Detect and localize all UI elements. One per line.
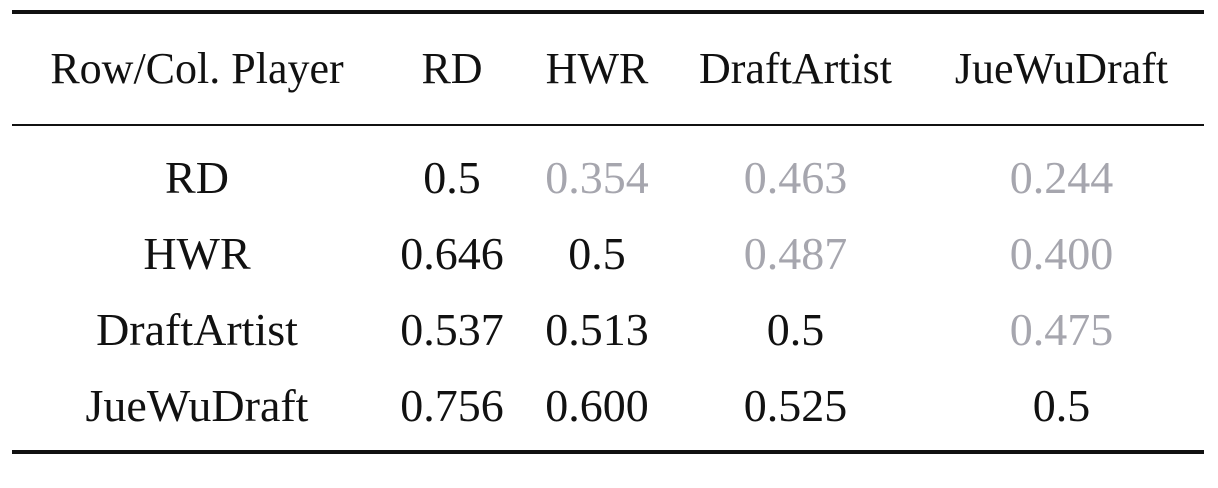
row-label: JueWuDraft [85, 380, 309, 431]
table-cell: 0.525 [743, 380, 848, 431]
table-row: DraftArtist 0.537 0.513 0.5 0.475 [12, 292, 1204, 368]
win-rate-table: Row/Col. Player RD HWR DraftArtist JueWu… [12, 10, 1204, 454]
row-label: HWR [143, 228, 251, 279]
bottom-rule [12, 450, 1204, 454]
column-header-draftartist: DraftArtist [698, 44, 893, 93]
results-table: Row/Col. Player RD HWR DraftArtist JueWu… [12, 14, 1204, 450]
table-cell: 0.513 [545, 304, 649, 355]
table-cell: 0.756 [400, 380, 504, 431]
column-header-rd: RD [421, 44, 483, 93]
table-row: RD 0.5 0.354 0.463 0.244 [12, 126, 1204, 216]
row-label: RD [165, 152, 229, 203]
table-cell: 0.475 [1009, 304, 1114, 355]
table-cell: 0.5 [766, 304, 825, 355]
row-label: DraftArtist [96, 304, 298, 355]
table-cell: 0.487 [743, 228, 848, 279]
table-cell: 0.5 [568, 228, 626, 279]
table-cell: 0.244 [1009, 152, 1114, 203]
table-cell: 0.600 [545, 380, 649, 431]
table-cell: 0.5 [1032, 380, 1091, 431]
header-row: Row/Col. Player RD HWR DraftArtist JueWu… [12, 14, 1204, 124]
table-cell: 0.354 [545, 152, 649, 203]
table-cell: 0.646 [400, 228, 504, 279]
column-header-juewudraft: JueWuDraft [954, 44, 1169, 93]
table-cell: 0.537 [400, 304, 504, 355]
table-cell: 0.5 [423, 152, 481, 203]
column-header-row-col-player: Row/Col. Player [50, 44, 344, 93]
table-cell: 0.400 [1009, 228, 1114, 279]
top-rule [12, 10, 1204, 14]
table-row: HWR 0.646 0.5 0.487 0.400 [12, 216, 1204, 292]
table-row: JueWuDraft 0.756 0.600 0.525 0.5 [12, 368, 1204, 450]
column-header-hwr: HWR [545, 44, 649, 93]
table-cell: 0.463 [743, 152, 848, 203]
header-rule [12, 124, 1204, 126]
